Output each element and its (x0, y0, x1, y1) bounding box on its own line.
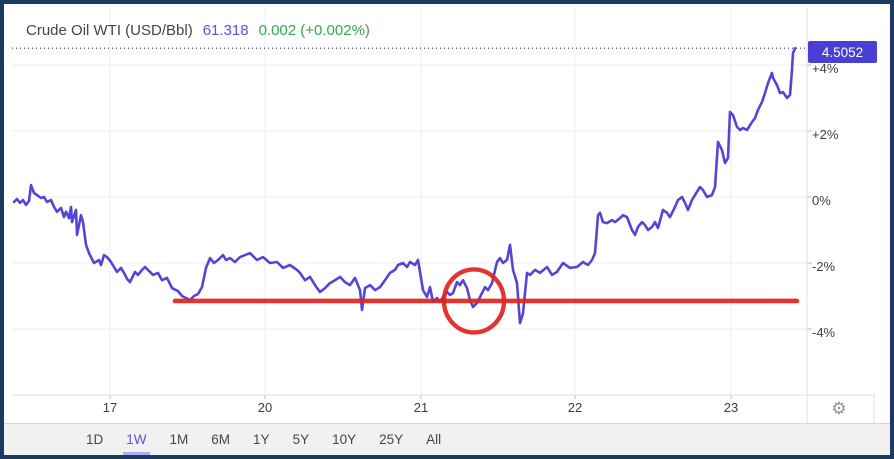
x-axis-label: 23 (723, 400, 739, 415)
y-axis-label: +4% (812, 61, 839, 76)
range-button-1m[interactable]: 1M (169, 432, 189, 447)
y-axis-label: -2% (812, 259, 836, 274)
circle-annotation[interactable] (441, 267, 507, 335)
range-button-5y[interactable]: 5Y (292, 432, 310, 447)
range-toolbar: 1D 1W 1M 6M 1Y 5Y 10Y 25Y All (4, 423, 890, 455)
range-button-10y[interactable]: 10Y (332, 432, 357, 447)
x-axis-label: 22 (567, 400, 583, 415)
chart-header: Crude Oil WTI (USD/Bbl) 61.318 0.002 (+0… (26, 22, 370, 40)
last-price-value: 61.318 (202, 22, 249, 39)
settings-gear-icon[interactable]: ⚙ (831, 399, 847, 418)
y-axis-label: +2% (812, 127, 839, 142)
last-value-badge: 4.5052 (808, 41, 877, 63)
y-axis-label: 0% (812, 193, 831, 208)
range-button-1w[interactable]: 1W (123, 424, 150, 455)
symbol-title: Crude Oil WTI (USD/Bbl) (26, 22, 193, 39)
y-axis-label: -4% (812, 325, 836, 340)
x-axis-label: 20 (257, 400, 273, 415)
range-button-1y[interactable]: 1Y (253, 432, 270, 447)
x-axis-label: 17 (102, 400, 118, 415)
range-button-6m[interactable]: 6M (211, 432, 231, 447)
price-line-series (12, 46, 797, 325)
range-button-all[interactable]: All (426, 432, 442, 447)
range-button-1d[interactable]: 1D (86, 432, 104, 447)
x-axis-label: 21 (413, 400, 429, 415)
range-button-25y[interactable]: 25Y (379, 432, 404, 447)
price-change-value: 0.002 (+0.002%) (258, 22, 370, 39)
